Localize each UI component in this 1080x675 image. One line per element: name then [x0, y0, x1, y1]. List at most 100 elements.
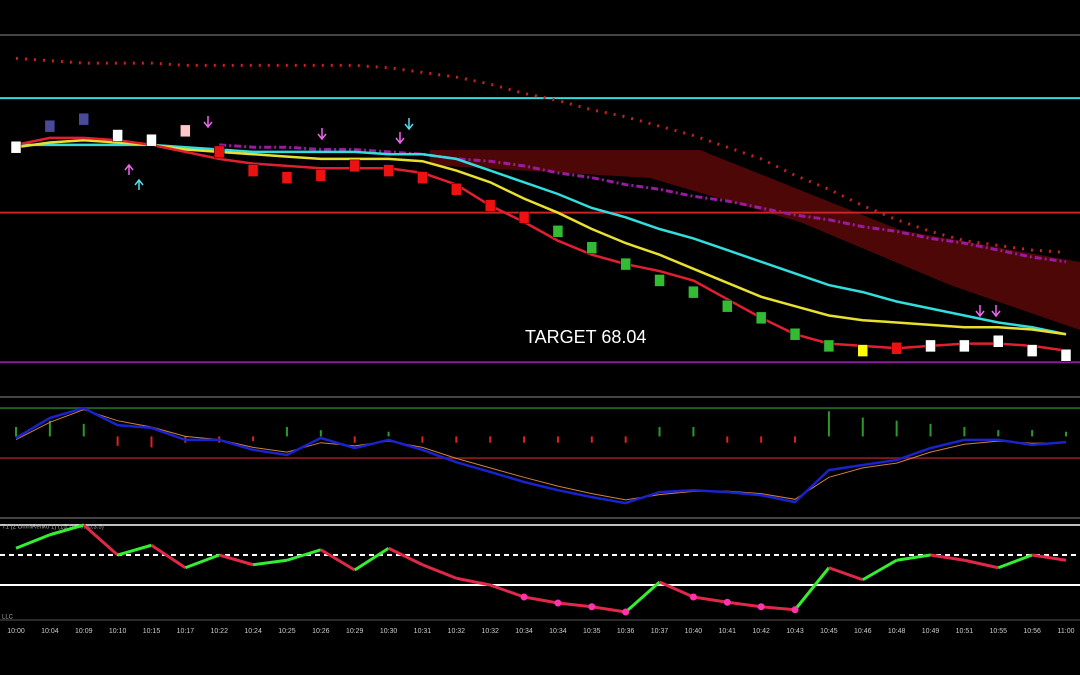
oscillator-segment	[387, 546, 424, 567]
annotation: TARGET 68.04	[525, 327, 646, 347]
histogram-bar	[319, 430, 322, 437]
renko-brick	[383, 164, 394, 177]
oscillator-segment	[489, 583, 525, 599]
arrow-down	[317, 128, 327, 141]
histogram-bar	[1065, 431, 1067, 437]
x-tick-label: 10:30	[380, 628, 398, 635]
x-tick-label: 10:46	[854, 628, 872, 635]
renko-brick	[281, 171, 293, 184]
oscillator-segment	[252, 558, 288, 567]
renko-brick	[722, 299, 733, 313]
oscillator-segment	[557, 601, 592, 609]
x-tick-label: 10:43	[786, 628, 804, 635]
oscillator-segment	[15, 533, 51, 550]
x-tick-label: 10:55	[989, 628, 1007, 635]
x-tick-label: 10:26	[312, 628, 330, 635]
oscillator-segment	[727, 600, 762, 609]
x-tick-label: 10:04	[41, 628, 59, 635]
x-tick-label: 10:48	[888, 628, 906, 635]
histogram-bar	[15, 427, 17, 437]
renko-brick	[10, 140, 22, 154]
x-tick-label: 10:29	[346, 628, 364, 635]
renko-brick	[112, 129, 123, 142]
histogram-bar	[489, 436, 492, 443]
renko-brick	[857, 344, 869, 357]
x-tick-label: 10:34	[549, 628, 567, 635]
renko-brick	[315, 169, 327, 182]
arrow-down	[975, 305, 985, 318]
x-tick-label: 10:51	[956, 628, 974, 635]
histogram-bar	[48, 420, 51, 437]
histogram-bar	[252, 436, 255, 442]
histogram-bar	[895, 420, 898, 437]
oscillator-segment	[82, 523, 119, 557]
renko-brick	[146, 133, 157, 147]
histogram-bar	[285, 427, 288, 437]
x-tick-label: 10:10	[109, 628, 127, 635]
histogram-bar	[658, 427, 661, 437]
arrow-down	[991, 305, 1001, 318]
x-tick-label: 10:09	[75, 628, 93, 635]
histogram-bar	[116, 436, 119, 446]
renko-brick	[484, 199, 496, 212]
x-tick-label: 10:32	[481, 628, 499, 635]
indicator-line	[219, 143, 1067, 264]
x-tick-label: 10:45	[820, 628, 838, 635]
oscillator-segment	[421, 563, 457, 580]
renko-brick	[349, 159, 360, 173]
oscillator-segment	[353, 546, 390, 572]
oversold-dot	[588, 603, 596, 611]
x-tick-label: 10:42	[752, 628, 770, 635]
oversold-dot	[757, 603, 765, 611]
renko-brick	[417, 171, 428, 184]
renko-brick	[518, 211, 530, 224]
histogram-bar	[726, 436, 729, 443]
x-tick-label: 10:15	[143, 628, 161, 635]
histogram-bar	[150, 436, 153, 448]
arrow-down	[404, 118, 414, 131]
renko-brick	[823, 339, 835, 353]
histogram-bar	[523, 436, 526, 443]
arrow-up	[124, 163, 134, 175]
indicator-line	[15, 409, 1067, 501]
renko-brick	[451, 183, 462, 196]
oscillator-segment	[184, 553, 220, 570]
oscillator-segment	[930, 553, 965, 562]
renko-brick	[654, 274, 665, 287]
renko-brick	[1026, 344, 1038, 357]
histogram-bar	[692, 427, 695, 437]
renko-brick	[925, 339, 936, 353]
x-tick-label: 10:56	[1023, 628, 1041, 635]
histogram-bar	[760, 436, 763, 443]
indicator-line	[15, 406, 1067, 505]
x-tick-label: 10:34	[515, 628, 533, 635]
oscillator-segment	[997, 553, 1033, 570]
signal-arrows	[124, 116, 1001, 318]
histogram-bar	[590, 436, 593, 443]
oscillator-segment	[218, 553, 254, 567]
renko-brick	[586, 241, 598, 254]
oversold-dot	[723, 598, 731, 606]
histogram-bar	[929, 423, 932, 437]
oscillator-segment	[793, 566, 831, 611]
oscillator-segment	[693, 595, 728, 604]
renko-brick	[44, 119, 56, 133]
x-tick-label: 10:32	[448, 628, 466, 635]
histogram-bar	[1031, 430, 1034, 437]
oscillator-segment	[761, 605, 796, 612]
oscillator-segment	[117, 543, 152, 557]
x-tick-label: 10:36	[617, 628, 635, 635]
renko-brick	[891, 341, 902, 355]
renko-brick	[959, 339, 970, 353]
oscillator-segment	[523, 595, 559, 605]
oscillator-segment	[591, 605, 626, 614]
oversold-dot	[622, 608, 630, 616]
oversold-dot	[791, 606, 799, 614]
x-tick-label: 10:22	[210, 628, 228, 635]
renko-brick	[688, 285, 699, 299]
arrow-down	[395, 132, 405, 145]
oscillator-segment	[624, 580, 661, 614]
x-tick-label: 11:00	[1058, 628, 1075, 635]
renko-brick	[620, 257, 631, 271]
